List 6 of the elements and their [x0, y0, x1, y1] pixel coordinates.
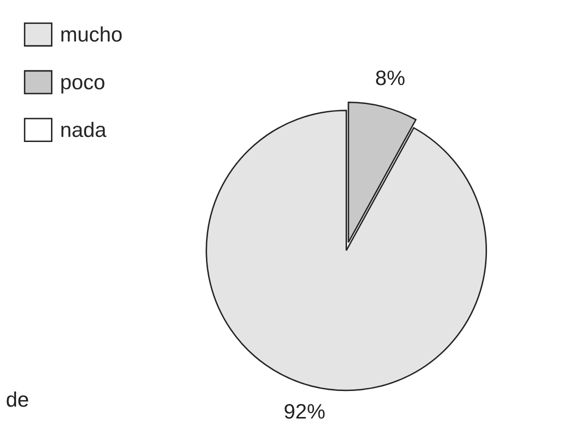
legend-label: mucho: [61, 26, 122, 42]
data-label: 8%: [376, 70, 405, 86]
legend-label: poco: [61, 78, 104, 94]
data-label: 92%: [284, 404, 325, 419]
legend-label: nada: [61, 122, 106, 138]
text: de: [6, 392, 28, 407]
